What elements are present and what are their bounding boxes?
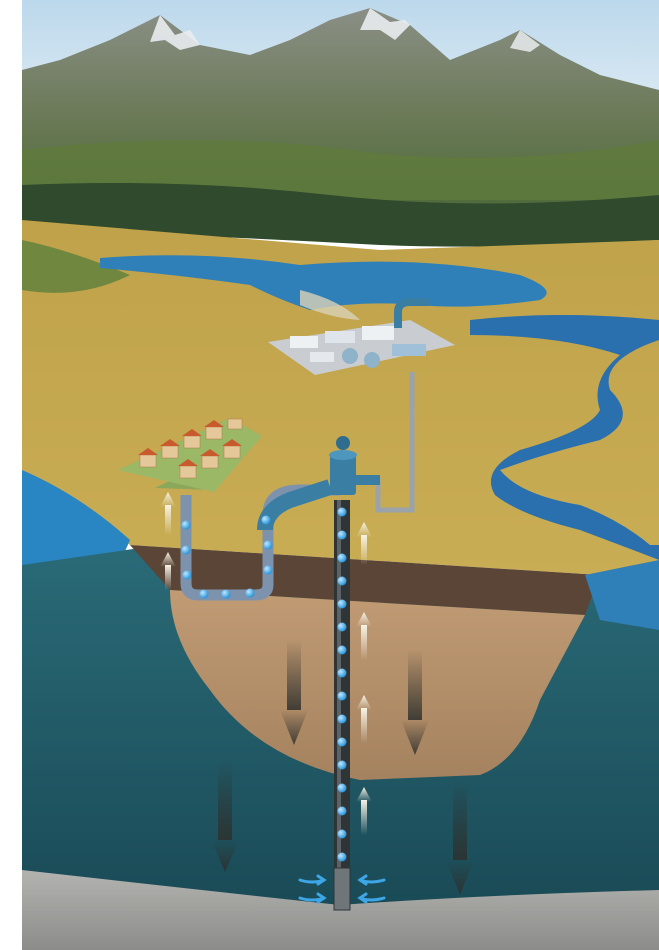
housing-settlement [118, 418, 262, 492]
plant-pipe [375, 372, 415, 513]
clay-layer [170, 590, 585, 780]
distribution-pipe [180, 484, 340, 601]
borehole-pipe [334, 500, 350, 905]
intake-inflow-arrows [298, 874, 386, 904]
reservoir-lake [100, 255, 547, 310]
topsoil-layer [130, 545, 600, 615]
upward-flow-arrows [160, 492, 372, 835]
well-droplets [337, 507, 347, 862]
river [470, 315, 659, 560]
infiltration-arrows [211, 640, 474, 895]
pipe-droplets [181, 515, 273, 599]
right-water-block [585, 560, 659, 630]
well-pump [257, 436, 380, 531]
water-treatment-plant [268, 298, 455, 375]
well-screen [333, 867, 351, 911]
forest [22, 182, 659, 247]
